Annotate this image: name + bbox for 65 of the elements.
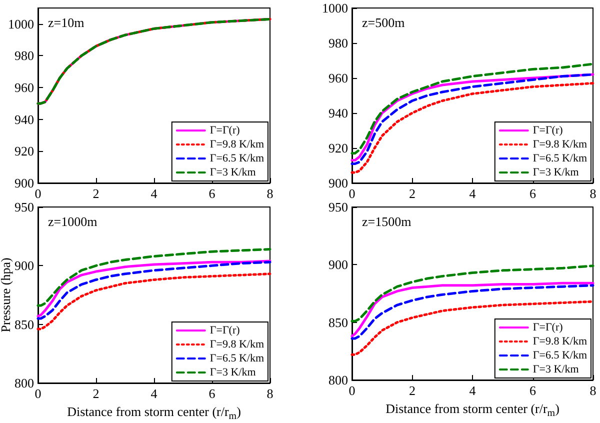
y-tick-label: 1000 — [8, 16, 34, 32]
legend-label: Γ=6.5 K/km — [210, 152, 264, 164]
legend-label: Γ=Γ(r) — [532, 124, 564, 136]
legend-label: Γ=6.5 K/km — [532, 152, 588, 164]
y-tick-label: 900 — [328, 176, 348, 190]
x-tick-label: 4 — [150, 186, 158, 201]
x-tick-label: 2 — [409, 186, 416, 201]
y-axis-title: Pressure (hpa) — [0, 258, 13, 332]
x-tick-label: 2 — [92, 386, 100, 401]
x-tick-label: 8 — [590, 186, 596, 201]
legend-label: Γ=Γ(r) — [210, 124, 240, 136]
line-series — [350, 264, 594, 322]
x-tick-label: 6 — [208, 386, 216, 401]
y-tick-label: 800 — [14, 376, 34, 390]
legend-label: Γ=3 K/km — [532, 364, 580, 376]
y-tick-label: 980 — [328, 36, 348, 50]
legend-label: Γ=9.8 K/km — [532, 138, 588, 150]
line-series — [36, 248, 272, 307]
x-tick-label: 8 — [266, 186, 274, 201]
legend-label: Γ=3 K/km — [532, 166, 580, 178]
y-tick-label: 950 — [328, 200, 348, 214]
legend-label: Γ=9.8 K/km — [532, 336, 588, 348]
line-series — [350, 82, 594, 174]
x-tick-label: 6 — [530, 186, 536, 201]
x-tick-label: 2 — [409, 383, 416, 398]
legend-label: Γ=Γ(r) — [532, 322, 564, 334]
annotation: z=1000m — [48, 214, 98, 229]
x-tick-label: 8 — [590, 383, 596, 398]
x-tick-label: 6 — [530, 383, 536, 398]
legend-label: Γ=6.5 K/km — [210, 352, 264, 364]
x-tick-label: 2 — [92, 186, 100, 201]
legend-label: Γ=3 K/km — [210, 366, 256, 378]
y-tick-label: 920 — [14, 144, 34, 159]
y-tick-label: 900 — [328, 257, 348, 272]
x-tick-label: 4 — [150, 386, 158, 401]
y-tick-label: 960 — [14, 80, 34, 96]
y-tick-label: 850 — [328, 314, 348, 330]
x-tick-label: 0 — [34, 186, 42, 201]
y-tick-label: 900 — [14, 176, 34, 190]
line-series — [350, 62, 594, 154]
legend-label: Γ=9.8 K/km — [210, 338, 264, 350]
x-tick-label: 4 — [469, 186, 476, 201]
legend-label: Γ=Γ(r) — [210, 324, 240, 336]
annotation: z=10m — [48, 15, 84, 30]
y-tick-label: 950 — [14, 200, 34, 214]
y-tick-label: 920 — [328, 140, 348, 156]
legend-label: Γ=6.5 K/km — [532, 350, 588, 362]
legend-label: Γ=3 K/km — [210, 166, 256, 178]
y-tick-label: 800 — [328, 372, 348, 388]
legend-label: Γ=9.8 K/km — [210, 138, 264, 150]
x-tick-label: 0 — [34, 386, 42, 401]
x-tick-label: 0 — [348, 186, 356, 201]
x-tick-label: 8 — [266, 386, 274, 401]
y-tick-label: 850 — [14, 316, 34, 332]
y-tick-label: 960 — [328, 70, 348, 86]
annotation: z=1500m — [362, 214, 412, 229]
x-tick-label: 4 — [469, 383, 476, 398]
annotation: z=500m — [362, 15, 405, 30]
x-tick-label: 6 — [208, 186, 216, 201]
y-tick-label: 1000 — [322, 0, 348, 16]
x-tick-label: 0 — [348, 383, 356, 398]
y-tick-label: 940 — [14, 112, 34, 127]
y-tick-label: 900 — [14, 258, 34, 274]
y-tick-label: 980 — [14, 48, 34, 64]
y-tick-label: 940 — [328, 106, 348, 120]
